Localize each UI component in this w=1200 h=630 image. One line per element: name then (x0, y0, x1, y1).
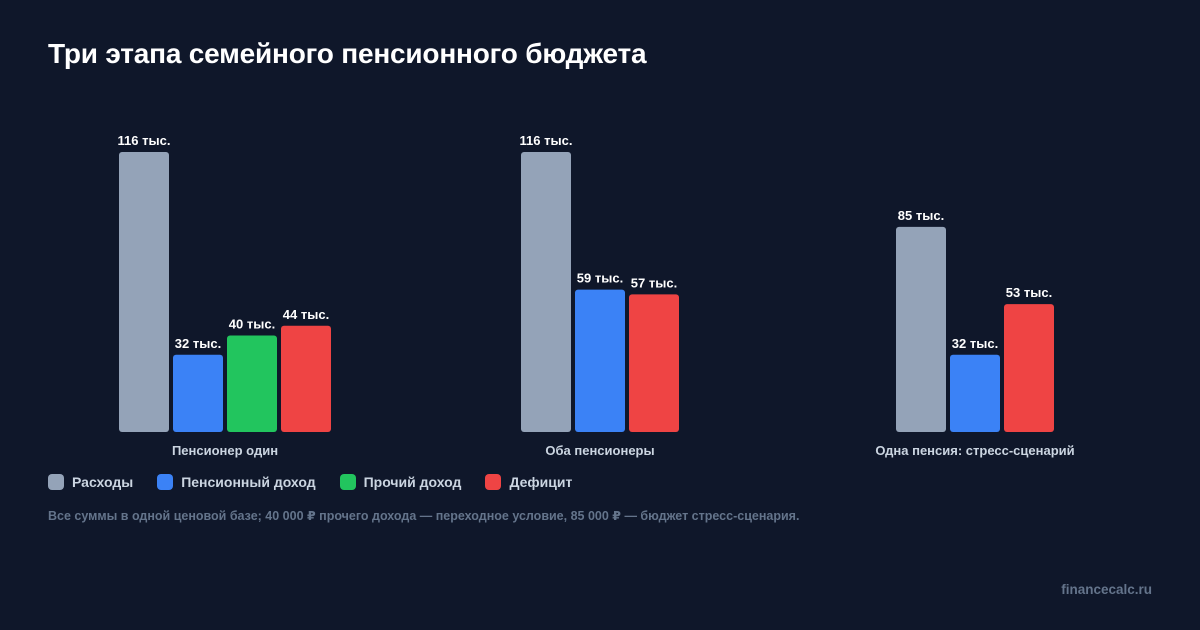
legend-swatch-pension-income (157, 474, 174, 490)
legend-item-deficit: Дефицит (485, 474, 572, 490)
bar-value-label: 44 тыс. (283, 307, 329, 322)
legend-swatch-other-income (339, 474, 356, 490)
legend-swatch-deficit (485, 474, 502, 490)
bar-pension-income (575, 289, 625, 432)
bar-expenses (896, 226, 946, 432)
category-label: Оба пенсионеры (545, 443, 654, 458)
bar-value-label: 32 тыс. (175, 336, 221, 351)
bar-value-label: 59 тыс. (577, 271, 623, 286)
bar-value-label: 40 тыс. (229, 316, 275, 331)
legend-swatch-expenses (48, 474, 64, 490)
bar-deficit (629, 294, 679, 432)
legend-label: Дефицит (509, 474, 573, 490)
bar-value-label: 116 тыс. (118, 133, 171, 148)
bar-value-label: 53 тыс. (1006, 285, 1052, 300)
bar-deficit (281, 325, 331, 432)
watermark: financecalc.ru (1061, 582, 1152, 597)
bar-pension-income (950, 354, 1000, 432)
bar-expenses (521, 152, 571, 432)
legend-label: Пенсионный доход (181, 474, 316, 490)
bar-other-income (227, 335, 277, 432)
bar-pension-income (173, 354, 223, 432)
legend-item-pension-income: Пенсионный доход (157, 474, 316, 490)
legend-label: Прочий доход (363, 474, 462, 490)
bar-value-label: 85 тыс. (898, 208, 944, 223)
legend-item-other-income: Прочий доход (339, 474, 462, 490)
legend-item-expenses: Расходы (48, 474, 133, 490)
footnote: Все суммы в одной ценовой базе; 40 000 ₽… (48, 509, 800, 523)
bar-deficit (1004, 304, 1054, 432)
bar-value-label: 32 тыс. (952, 336, 998, 351)
legend: Расходы Пенсионный доход Прочий доход Де… (48, 474, 596, 490)
bar-value-label: 57 тыс. (631, 275, 677, 290)
category-label: Одна пенсия: стресс-сценарий (875, 443, 1074, 458)
legend-label: Расходы (72, 474, 134, 490)
page-title: Три этапа семейного пенсионного бюджета (48, 38, 647, 69)
category-label: Пенсионер один (172, 443, 278, 458)
bar-value-label: 116 тыс. (520, 133, 573, 148)
bar-expenses (119, 152, 169, 432)
